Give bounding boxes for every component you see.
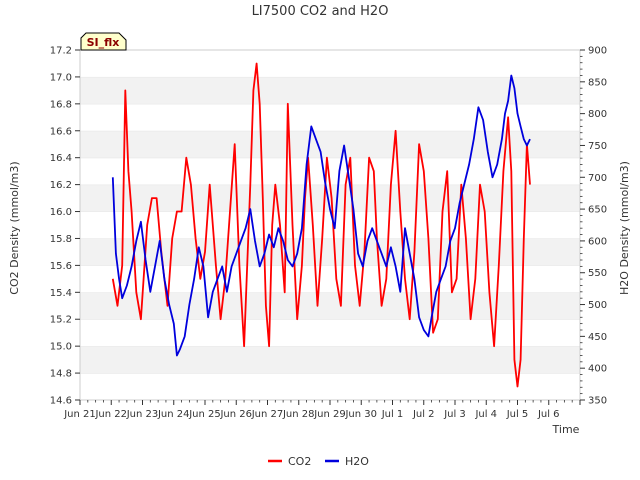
x-tick-label: Jun 30	[344, 409, 377, 420]
y-tick-label: 15.6	[50, 261, 72, 272]
y-tick-label: 15.2	[50, 315, 72, 326]
grid-band	[80, 130, 580, 158]
y2-tick-label: 600	[588, 236, 607, 247]
y2-tick-label: 800	[588, 109, 607, 120]
x-tick-label: Jul 1	[381, 409, 404, 420]
y2-tick-label: 750	[588, 141, 607, 152]
x-axis-label: Time	[552, 423, 580, 436]
y-axis-label: CO2 Density (mmol/m3)	[8, 161, 21, 294]
x-tick-label: Jul 6	[537, 409, 560, 420]
grid-band	[80, 346, 580, 374]
legend: CO2 H2O	[268, 455, 369, 468]
series-h2o-line	[111, 74, 531, 357]
x-tick-label: Jun 21	[63, 409, 96, 420]
legend-h2o-label: H2O	[345, 455, 369, 468]
site-badge: SI_flx	[80, 32, 127, 51]
grid-bands	[80, 49, 580, 400]
x-tick-label: Jun 27	[251, 409, 284, 420]
legend-co2-label: CO2	[288, 455, 311, 468]
grid-band	[80, 103, 580, 131]
y-tick-label: 17.0	[50, 72, 72, 83]
y-tick-label: 14.8	[50, 369, 72, 380]
site-badge-label: SI_flx	[87, 36, 120, 49]
y-tick-label: 16.0	[50, 207, 72, 218]
grid-band	[80, 292, 580, 320]
grid-band	[80, 319, 580, 347]
y2-tick-label: 350	[588, 396, 607, 407]
y-axis-right: 350 400 450 500 550 600 650 700 750 800 850 900	[580, 46, 607, 407]
grid-band	[80, 238, 580, 266]
y2-tick-label: 400	[588, 364, 607, 375]
x-tick-label: Jun 22	[94, 409, 127, 420]
y-tick-label: 15.4	[50, 288, 72, 299]
x-tick-label: Jun 23	[126, 409, 159, 420]
y-tick-label: 17.2	[50, 46, 72, 57]
y-tick-label: 16.8	[50, 99, 72, 110]
x-tick-label: Jun 28	[282, 409, 315, 420]
y-tick-label: 16.4	[50, 153, 72, 164]
site-badge-box	[80, 32, 127, 51]
y2-tick-label: 450	[588, 332, 607, 343]
y2-axis-label: H2O Density (mmol/m3)	[618, 161, 631, 295]
y2-tick-label: 550	[588, 268, 607, 279]
grid-band	[80, 373, 580, 400]
x-tick-label: Jun 26	[219, 409, 252, 420]
x-tick-label: Jun 25	[188, 409, 221, 420]
y-axis-left: 14.6 14.8 15.0 15.2 15.4 15.6 15.8 16.0 16.2 16.4…	[50, 46, 80, 407]
chart-title: LI7500 CO2 and H2O	[252, 4, 389, 19]
x-tick-label: Jun 29	[313, 409, 346, 420]
y-tick-label: 15.0	[50, 342, 72, 353]
grid-band	[80, 211, 580, 239]
x-tick-label: Jul 5	[506, 409, 529, 420]
x-tick-label: Jul 4	[474, 409, 497, 420]
y-tick-label: 16.6	[50, 126, 72, 137]
x-tick-label: Jun 24	[157, 409, 190, 420]
grid-band	[80, 50, 580, 77]
x-tick-label: Jul 2	[412, 409, 435, 420]
y2-tick-label: 850	[588, 77, 607, 88]
series-co2-line	[111, 62, 531, 388]
x-axis: Jun 21 Jun 22 Jun 23 Jun 24 Jun 25 Jun 26 Jun …	[63, 400, 581, 420]
y2-tick-label: 900	[588, 46, 607, 57]
y2-tick-label: 700	[588, 173, 607, 184]
y-tick-label: 14.6	[50, 396, 72, 407]
y-tick-label: 15.8	[50, 234, 72, 245]
x-tick-label: Jul 3	[443, 409, 466, 420]
y-tick-label: 16.2	[50, 180, 72, 191]
series-layer	[111, 62, 531, 388]
y2-tick-label: 650	[588, 205, 607, 216]
grid-band	[80, 76, 580, 104]
y2-tick-label: 500	[588, 300, 607, 311]
